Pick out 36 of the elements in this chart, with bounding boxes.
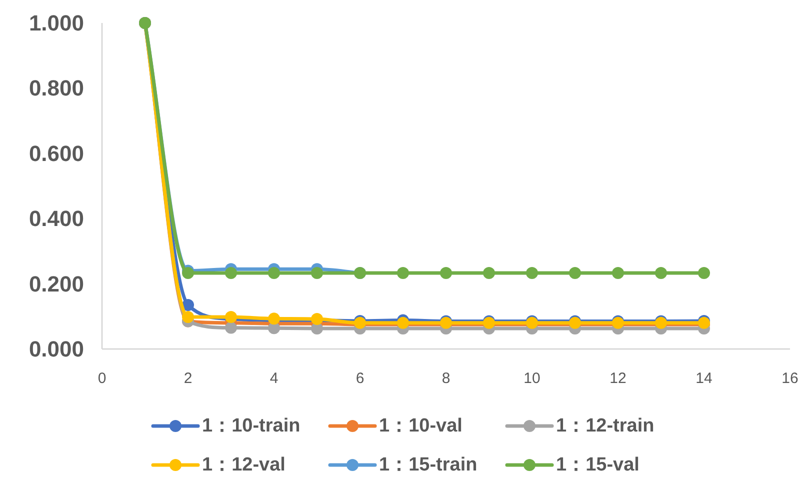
point <box>225 322 237 334</box>
y-tick-label: 0.200 <box>28 271 84 296</box>
x-tick-label: 6 <box>356 370 364 387</box>
y-tick-label: 0.800 <box>28 76 84 101</box>
point <box>268 267 280 280</box>
point <box>440 267 452 280</box>
x-tick-label: 4 <box>270 370 278 387</box>
point <box>182 267 194 280</box>
point <box>311 267 323 280</box>
point <box>655 267 667 280</box>
point <box>569 267 581 280</box>
y-tick-label: 1.000 <box>28 10 84 36</box>
x-tick-label: 0 <box>98 370 106 387</box>
legend-label: 1：15-train <box>379 454 478 476</box>
y-tick-label: 0.000 <box>28 336 84 362</box>
legend-label: 1：15-val <box>556 454 640 476</box>
point <box>526 267 538 280</box>
legend-label: 1：12-train <box>556 416 654 436</box>
point <box>182 311 194 324</box>
legend-label: 1：10-train <box>202 416 300 436</box>
point <box>225 267 237 280</box>
x-tick-label: 10 <box>524 370 540 387</box>
point <box>483 267 495 280</box>
x-tick-label: 2 <box>184 370 192 387</box>
point <box>698 267 710 280</box>
point <box>612 267 624 280</box>
x-tick-label: 12 <box>610 370 626 387</box>
y-tick-label: 0.600 <box>28 140 84 166</box>
y-tick-label: 0.400 <box>28 206 84 232</box>
legend-label: 1：12-val <box>202 454 286 476</box>
x-tick-label: 16 <box>782 370 798 387</box>
x-tick-label: 14 <box>696 370 712 387</box>
legend-label: 1：10-val <box>379 416 462 436</box>
point <box>397 267 409 280</box>
x-tick-label: 8 <box>442 370 450 387</box>
point <box>182 298 194 311</box>
